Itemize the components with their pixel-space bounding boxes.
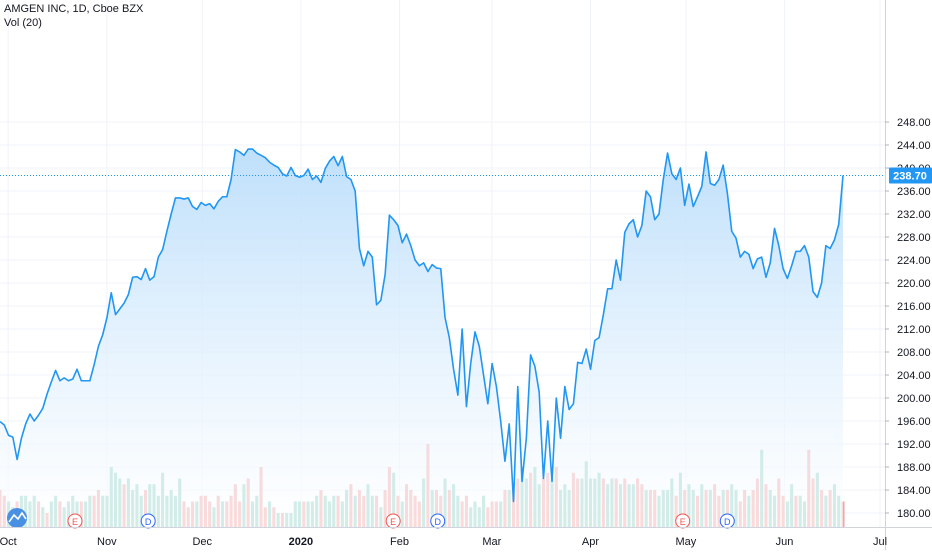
y-tick-label: 224.00 — [897, 255, 931, 267]
y-tick-label: 196.00 — [897, 416, 931, 428]
y-tick-label: 192.00 — [897, 439, 931, 451]
x-tick-label: Jun — [776, 536, 794, 548]
price-area — [0, 148, 885, 527]
dividend-marker[interactable]: D — [719, 513, 735, 529]
y-tick-label: 220.00 — [897, 278, 931, 290]
y-tick-label: 200.00 — [897, 393, 931, 405]
earnings-marker[interactable]: E — [675, 513, 691, 529]
x-tick-label: Nov — [97, 536, 117, 548]
earnings-marker[interactable]: E — [67, 513, 83, 529]
x-tick-label: 2020 — [289, 536, 313, 548]
y-tick-label: 212.00 — [897, 324, 931, 336]
y-tick-label: 232.00 — [897, 209, 931, 221]
earnings-marker[interactable]: E — [385, 513, 401, 529]
splits-icon[interactable] — [7, 508, 27, 528]
dividend-marker[interactable]: D — [140, 513, 156, 529]
y-tick-label: 248.00 — [897, 117, 931, 129]
y-tick-label: 244.00 — [897, 140, 931, 152]
x-tick-label: May — [676, 536, 697, 548]
y-tick-label: 184.00 — [897, 485, 931, 497]
event-marker-label: E — [680, 517, 686, 527]
last-price-label: 238.70 — [893, 170, 927, 182]
event-marker-label: D — [724, 517, 731, 527]
x-tick-label: Apr — [582, 536, 599, 548]
price-area-fill — [0, 149, 843, 527]
y-tick-label: 188.00 — [897, 462, 931, 474]
x-tick-label: Mar — [482, 536, 501, 548]
dividend-marker[interactable]: D — [430, 513, 446, 529]
last-price-badge — [889, 167, 932, 184]
y-tick-label: 180.00 — [897, 508, 931, 520]
y-tick-label: 204.00 — [897, 370, 931, 382]
y-tick-label: 228.00 — [897, 232, 931, 244]
event-marker-label: D — [434, 517, 441, 527]
x-tick-label: Jul — [873, 536, 887, 548]
price-line — [0, 148, 844, 503]
event-marker-label: D — [145, 517, 152, 527]
volume-legend[interactable]: Vol (20) — [4, 17, 42, 29]
symbol-legend[interactable]: AMGEN INC, 1D, Cboe BZX — [4, 3, 144, 15]
y-tick-label: 208.00 — [897, 347, 931, 359]
y-tick-label: 236.00 — [897, 186, 931, 198]
x-tick-label: Dec — [192, 536, 212, 548]
event-marker-label: E — [72, 517, 78, 527]
y-tick-label: 216.00 — [897, 301, 931, 313]
event-marker-label: E — [390, 517, 396, 527]
x-tick-label: Oct — [0, 536, 17, 548]
x-tick-label: Feb — [390, 536, 409, 548]
